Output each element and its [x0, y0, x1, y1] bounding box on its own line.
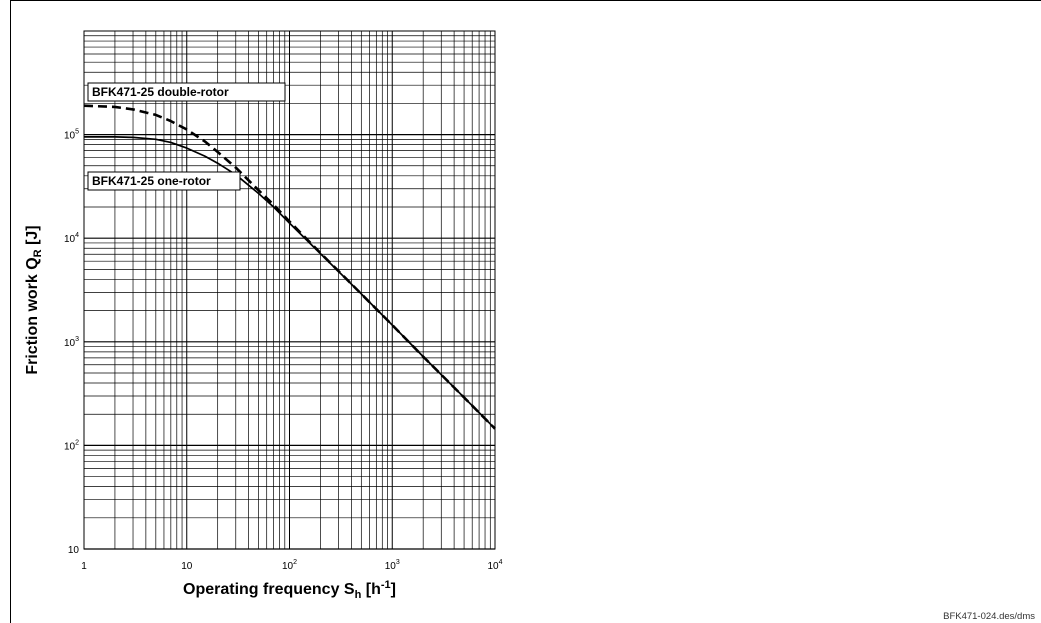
y-tick-label: 103 [64, 336, 79, 349]
x-axis-title-unit-open: [h [361, 581, 381, 598]
source-note: BFK471-024.des/dms [943, 611, 1035, 622]
series-label-box [87, 171, 241, 191]
x-tick-label: 102 [282, 559, 297, 572]
y-axis-title: Friction work QR [J] [24, 225, 44, 374]
series-label-one-rotor: BFK471-25 one-rotor [87, 171, 241, 191]
y-tick-label: 10 [68, 545, 80, 556]
x-tick-label: 10 [181, 561, 193, 572]
x-tick-labels: 1 10 102 103 104 [81, 559, 502, 572]
x-axis-title-unit-exp: -1 [381, 579, 391, 591]
x-axis-title: Operating frequency Sh [h-1] [183, 579, 396, 601]
series-line-one-rotor [84, 136, 496, 430]
series-label-double-rotor: BFK471-25 double-rotor [87, 82, 286, 102]
x-axis-title-main: Operating frequency S [183, 581, 355, 598]
figure-frame [10, 0, 1041, 623]
x-axis-title-unit-close: ] [391, 581, 396, 598]
y-axis-title-sub: R [32, 249, 44, 257]
x-axis-title-sub: h [355, 589, 362, 601]
y-axis-title-unit: [J] [24, 225, 41, 249]
y-tick-label: 102 [64, 439, 79, 452]
y-tick-labels: 10 102 103 104 105 [64, 129, 79, 556]
y-tick-label: 104 [64, 232, 79, 245]
x-tick-label: 104 [487, 559, 502, 572]
series-label-text: BFK471-25 one-rotor [92, 174, 211, 188]
x-tick-label: 1 [81, 561, 87, 572]
series-lines [83, 104, 496, 430]
series-label-text: BFK471-25 double-rotor [92, 85, 229, 99]
y-axis-title-main: Friction work Q [24, 257, 41, 374]
x-tick-label: 103 [385, 559, 400, 572]
plot-area [83, 30, 496, 550]
y-tick-label: 105 [64, 129, 79, 142]
series-label-box [87, 82, 286, 102]
